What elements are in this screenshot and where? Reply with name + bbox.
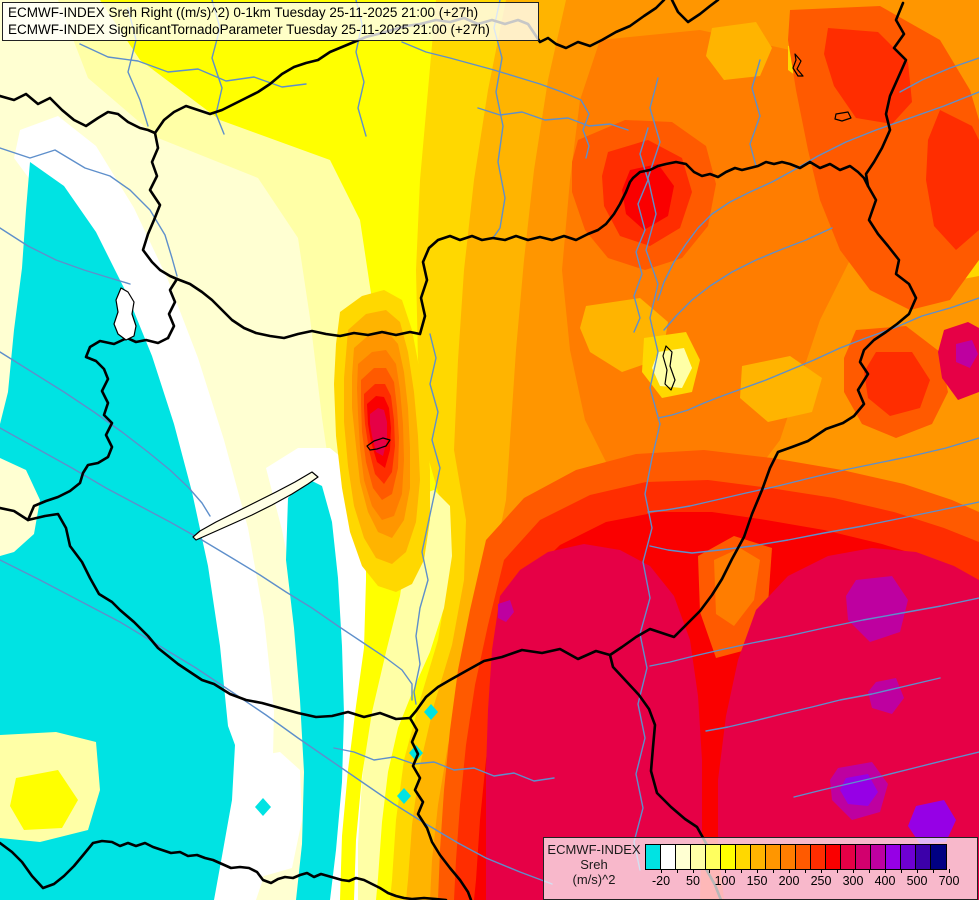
colorbar-tick: [805, 869, 806, 873]
colorbar-tick-label: 700: [938, 874, 960, 888]
hot-blob-center-left: [334, 290, 430, 592]
hot-region-east: [438, 6, 979, 900]
colorbar-tick-label: 400: [874, 874, 896, 888]
colorbar-tick: [933, 869, 934, 873]
colorbar-tick-label: 300: [842, 874, 864, 888]
colorbar-tick: [789, 869, 790, 873]
colorbar-cell: [826, 845, 841, 869]
colorbar-tick-label: 500: [906, 874, 928, 888]
colorbar-tick: [821, 869, 822, 873]
lake-balaton: [192, 471, 319, 541]
colorbar-cell: [901, 845, 916, 869]
colorbar-cell: [856, 845, 871, 869]
country-borders: [0, 0, 918, 900]
colorbar-tick-label: 100: [714, 874, 736, 888]
colorbar-tick: [661, 869, 662, 873]
colorbar-tick: [901, 869, 902, 873]
legend-text-block: ECMWF-INDEX Sreh (m/s)^2: [544, 842, 644, 887]
colorbar: [645, 844, 947, 870]
colorbar-tick: [837, 869, 838, 873]
colorbar-tick: [885, 869, 886, 873]
colorbar-cell: [916, 845, 931, 869]
colorbar-cell: [781, 845, 796, 869]
colorbar-cell: [841, 845, 856, 869]
colorbar-tick-label: 200: [778, 874, 800, 888]
colorbar-cell: [691, 845, 706, 869]
colorbar-tick: [741, 869, 742, 873]
lake-tisza: [662, 345, 676, 391]
colorbar-cell: [736, 845, 751, 869]
colorbar-tick: [693, 869, 694, 873]
colorbar-cell: [871, 845, 886, 869]
legend-units: (m/s)^2: [572, 872, 616, 887]
contour-valley: [340, 490, 452, 900]
colorbar-tick: [757, 869, 758, 873]
colorbar-cell: [751, 845, 766, 869]
colorbar-tick: [677, 869, 678, 873]
map-title-line2: ECMWF-INDEX SignificantTornadoParameter …: [8, 21, 490, 37]
lake-small-ne1: [792, 53, 804, 77]
colorbar-tick: [917, 869, 918, 873]
colorbar-cell: [931, 845, 946, 869]
colorbar-cell: [811, 845, 826, 869]
colorbar-tick: [949, 869, 950, 873]
colorbar-tick: [773, 869, 774, 873]
legend-model: ECMWF-INDEX: [547, 842, 641, 857]
colorbar-cell: [766, 845, 781, 869]
colorbar-tick-label: 250: [810, 874, 832, 888]
colorbar-tick: [709, 869, 710, 873]
colorbar-cell: [796, 845, 811, 869]
colorbar-tick: [869, 869, 870, 873]
colorbar-cell: [721, 845, 736, 869]
colorbar-cell: [646, 845, 661, 869]
colorbar-cell: [886, 845, 901, 869]
lake-small-ne2: [834, 111, 852, 122]
colorbar-tick: [725, 869, 726, 873]
colorbar-tick-label: -20: [651, 874, 671, 888]
map-title-line1: ECMWF-INDEX Sreh Right ((m/s)^2) 0-1km T…: [8, 5, 479, 20]
lake-neusiedl: [113, 287, 137, 341]
colorbar-tick: [853, 869, 854, 873]
legend-parameter: Sreh: [580, 857, 608, 872]
colorbar-tick-label: 50: [686, 874, 700, 888]
colorbar-cell: [661, 845, 676, 869]
colorbar-cell: [706, 845, 721, 869]
lake-small-center: [366, 437, 391, 451]
contour-cyan: [0, 162, 438, 900]
colorbar-cell: [676, 845, 691, 869]
lakes: [113, 53, 852, 541]
map-title-box: ECMWF-INDEX Sreh Right ((m/s)^2) 0-1km T…: [2, 2, 539, 41]
legend: ECMWF-INDEX Sreh (m/s)^2 -20 50 100 150 200 2…: [543, 837, 978, 900]
colorbar-tick-label: 150: [746, 874, 768, 888]
